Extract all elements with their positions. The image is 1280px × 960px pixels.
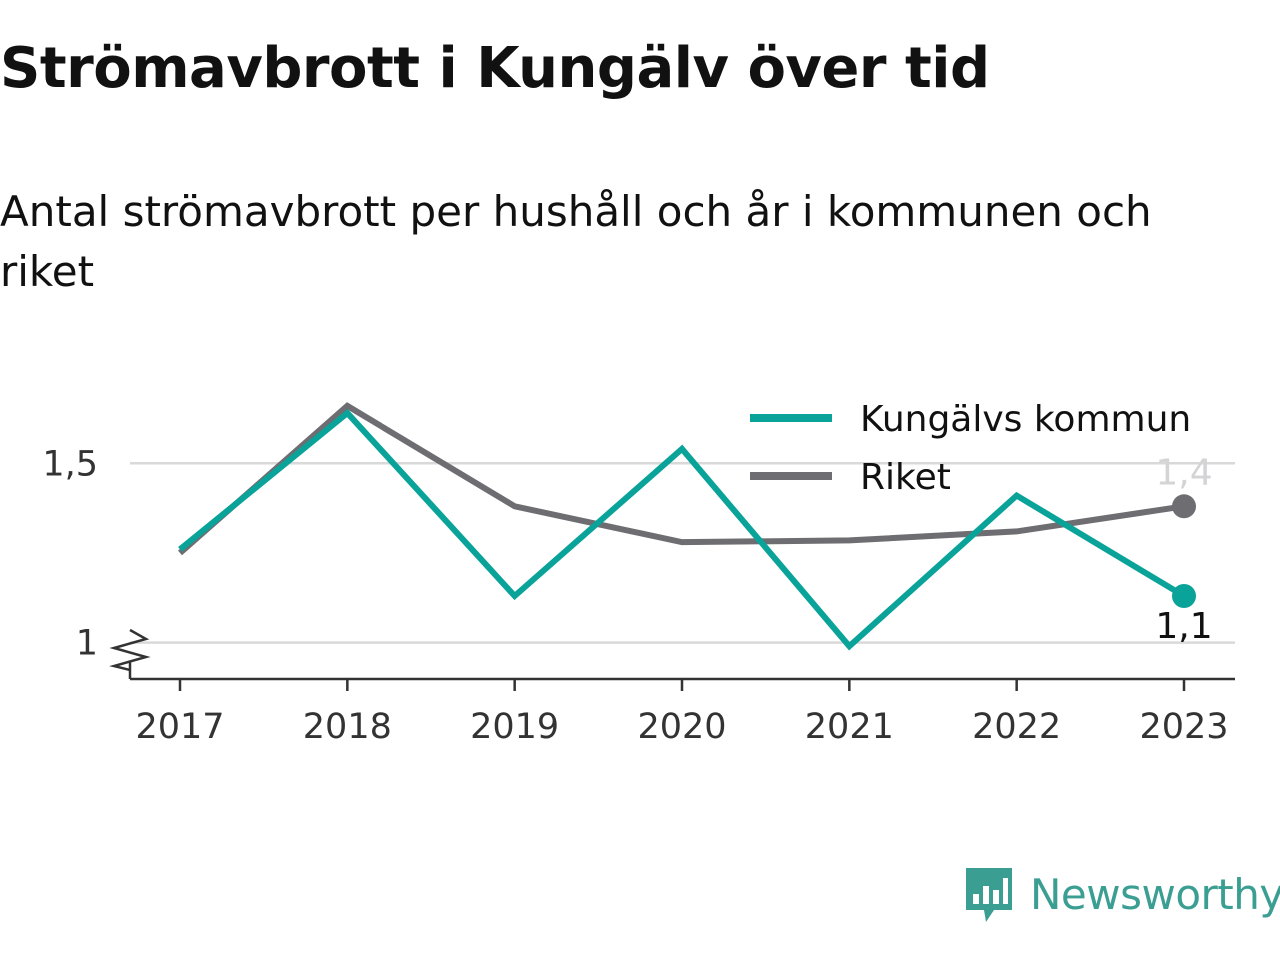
chart-subtitle: Antal strömavbrott per hushåll och år i … bbox=[0, 187, 1152, 296]
end-labels: 1,4 1,1 bbox=[1155, 452, 1212, 647]
x-tick-label: 2020 bbox=[637, 707, 726, 747]
axis-break-icon bbox=[109, 628, 151, 672]
series-lines bbox=[178, 402, 1196, 651]
end-label-kungalv: 1,1 bbox=[1155, 606, 1212, 647]
x-tick-label: 2019 bbox=[470, 707, 559, 747]
brand-logo: Newsworthy bbox=[964, 862, 1280, 926]
end-label-riket: 1,4 bbox=[1155, 452, 1212, 493]
legend-label: Riket bbox=[860, 457, 951, 498]
series-line-kungalv bbox=[178, 408, 1186, 651]
brand-name: Newsworthy bbox=[1030, 869, 1280, 919]
x-tick-label: 2021 bbox=[805, 707, 894, 747]
data-point bbox=[1172, 583, 1196, 608]
x-tick-label: 2022 bbox=[972, 707, 1061, 747]
x-tick-label: 2018 bbox=[303, 707, 392, 747]
x-tick-label: 2017 bbox=[135, 707, 224, 747]
x-axis: 2017 2018 2019 2020 2021 2022 2023 bbox=[109, 628, 1235, 747]
gridlines bbox=[130, 462, 1235, 644]
newsworthy-logo-icon bbox=[966, 868, 1012, 922]
data-point bbox=[1172, 494, 1196, 519]
y-tick-label: 1 bbox=[76, 624, 98, 664]
y-axis-labels: 11,5 bbox=[42, 444, 98, 663]
legend: Kungälvs kommun Riket bbox=[750, 399, 1191, 498]
y-tick-label: 1,5 bbox=[42, 444, 98, 484]
series-line-riket bbox=[178, 402, 1185, 556]
legend-label: Kungälvs kommun bbox=[860, 399, 1191, 440]
chart-title: Strömavbrott i Kungälv över tid bbox=[0, 36, 990, 101]
x-tick-label: 2023 bbox=[1139, 707, 1228, 747]
